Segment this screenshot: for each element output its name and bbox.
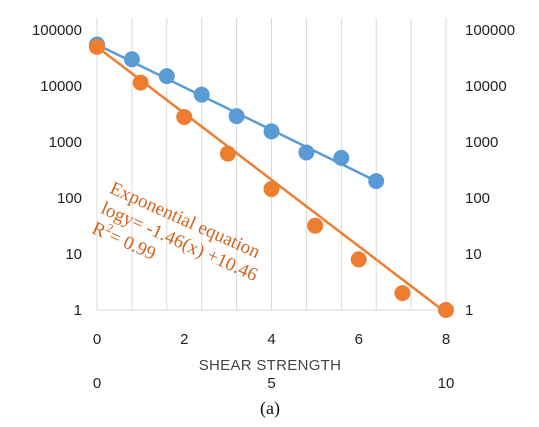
x-tick-label-primary: 8	[442, 331, 450, 348]
y-tick-label-left: 10000	[40, 78, 82, 95]
data-point-series-2	[307, 217, 324, 234]
x-tick-label-secondary: 5	[267, 375, 275, 392]
data-point-series-1	[368, 173, 385, 190]
x-tick-label-secondary: 10	[438, 375, 455, 392]
y-tick-label-left: 100000	[32, 22, 82, 39]
x-axis-label: SHEAR STRENGTH	[199, 357, 342, 374]
x-tick-label-primary: 2	[180, 331, 188, 348]
data-point-series-1	[123, 51, 140, 68]
y-tick-label-right: 100000	[465, 22, 515, 39]
y-tick-label-right: 1000	[465, 134, 498, 151]
data-point-series-2	[132, 74, 149, 91]
figure-caption: (a)	[260, 398, 280, 419]
data-point-series-2	[219, 145, 236, 162]
data-point-series-2	[89, 38, 105, 55]
gridlines	[96, 18, 447, 310]
x-tick-label-primary: 0	[93, 331, 101, 348]
data-point-series-2	[394, 285, 411, 302]
tick-labels: 1101001000100001000001101001000100001000…	[32, 22, 515, 392]
data-point-series-1	[263, 123, 280, 140]
data-point-series-2	[438, 302, 454, 318]
y-tick-label-right: 10	[465, 246, 482, 263]
y-tick-label-right: 1	[465, 302, 473, 319]
data-point-series-1	[158, 68, 175, 85]
data-point-series-1	[228, 108, 245, 125]
y-tick-label-left: 10	[65, 246, 82, 263]
equation-annotation: Exponential equation logy= -1.46(x) +10.…	[89, 178, 264, 286]
data-points	[89, 36, 454, 318]
x-tick-label-primary: 4	[267, 331, 275, 348]
y-tick-label-right: 10000	[465, 78, 507, 95]
trendline-series-2	[96, 45, 444, 311]
data-point-series-2	[263, 180, 280, 197]
y-tick-label-left: 1000	[49, 134, 82, 151]
y-tick-label-left: 1	[74, 302, 82, 319]
y-tick-label-left: 100	[57, 190, 82, 207]
data-point-series-1	[333, 149, 350, 166]
data-point-series-2	[176, 108, 193, 125]
data-point-series-1	[193, 86, 210, 103]
trendlines	[96, 43, 444, 311]
x-tick-label-secondary: 0	[93, 375, 101, 392]
data-point-series-2	[350, 251, 367, 268]
data-point-series-1	[298, 144, 315, 161]
x-tick-label-primary: 6	[355, 331, 363, 348]
y-tick-label-right: 100	[465, 190, 490, 207]
